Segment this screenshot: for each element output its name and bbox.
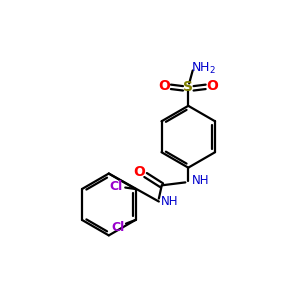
Text: O: O [206, 80, 218, 93]
Text: Cl: Cl [111, 221, 124, 234]
Text: O: O [133, 165, 145, 179]
Text: S: S [183, 80, 193, 94]
Text: NH$_2$: NH$_2$ [190, 61, 215, 76]
Text: O: O [158, 80, 170, 93]
Text: Cl: Cl [110, 180, 123, 193]
Text: NH: NH [160, 195, 178, 208]
Text: NH: NH [192, 174, 209, 188]
